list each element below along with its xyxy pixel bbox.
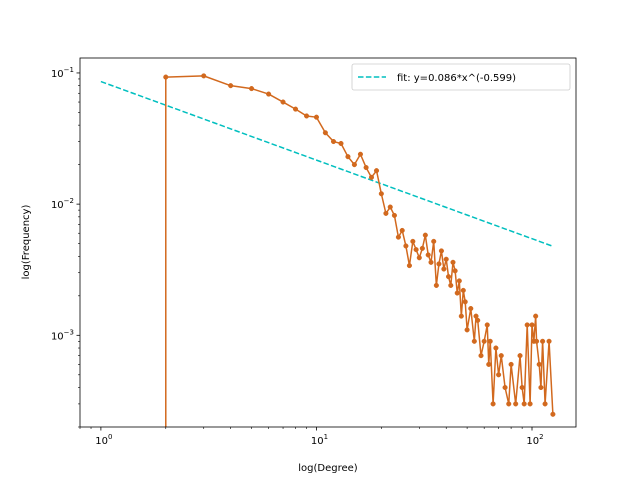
axes: 100 101 102 10−3 10−2 10−1 <box>51 66 544 447</box>
data-point <box>519 384 525 391</box>
data-point <box>471 338 477 344</box>
data-point <box>387 204 393 210</box>
data-point <box>249 86 255 92</box>
data-point <box>521 401 527 407</box>
data-point <box>546 338 552 344</box>
x-tick-label: 100 <box>95 433 112 447</box>
data-point <box>540 338 546 344</box>
data-point <box>413 247 419 253</box>
y-axis-label: log(Frequency) <box>21 205 32 280</box>
data-point <box>419 245 425 251</box>
data-point <box>438 248 444 254</box>
plot-area <box>100 73 556 427</box>
data-point <box>368 174 375 180</box>
data-point <box>458 313 464 319</box>
data-point <box>406 263 412 269</box>
data-point <box>201 73 207 79</box>
y-tick-label: 10−2 <box>51 197 74 211</box>
data-point <box>363 165 369 171</box>
data-point <box>487 338 493 344</box>
data-point <box>436 261 442 267</box>
data-point <box>534 338 540 344</box>
data-point <box>228 83 234 89</box>
series-markers <box>163 73 556 417</box>
data-point <box>293 106 299 112</box>
data-point <box>425 252 431 258</box>
data-point <box>433 282 439 288</box>
data-point <box>513 401 519 407</box>
data-point <box>517 353 523 359</box>
data-point <box>163 74 169 80</box>
y-tick-label: 10−3 <box>51 328 74 342</box>
legend: fit: y=0.086*x^(-0.599) <box>351 63 571 91</box>
data-point <box>473 313 479 319</box>
data-point <box>464 327 470 333</box>
data-point <box>502 384 508 391</box>
data-point <box>456 278 462 284</box>
data-point <box>266 91 272 97</box>
data-point <box>322 130 328 136</box>
data-point <box>452 268 458 274</box>
data-point <box>304 113 310 119</box>
data-point <box>403 243 409 249</box>
legend-fit-label: fit: y=0.086*x^(-0.599) <box>397 73 516 84</box>
data-point <box>422 232 428 238</box>
x-axis-label: log(Degree) <box>298 463 358 474</box>
data-point <box>462 299 468 305</box>
data-point <box>373 168 380 174</box>
data-point <box>506 401 512 407</box>
x-tick-label: 101 <box>311 433 328 447</box>
data-point <box>536 361 542 367</box>
data-point <box>496 372 502 378</box>
data-point <box>280 99 286 105</box>
data-point <box>468 305 474 312</box>
data-point <box>338 140 344 147</box>
data-point <box>524 322 530 328</box>
data-point <box>395 234 401 240</box>
data-point <box>538 384 544 391</box>
data-point <box>493 345 499 351</box>
data-point <box>351 162 357 168</box>
data-point <box>383 210 389 216</box>
data-point <box>484 322 490 328</box>
data-point <box>330 138 337 145</box>
data-point <box>454 290 460 296</box>
data-point <box>441 266 447 272</box>
data-point <box>428 259 434 265</box>
data-point <box>357 151 363 157</box>
axes-frame <box>79 57 577 428</box>
data-point <box>490 401 496 407</box>
x-axis-ticks: 100 101 102 <box>79 427 544 447</box>
data-point <box>431 238 437 244</box>
data-point <box>486 361 492 367</box>
data-point <box>529 322 535 328</box>
data-point <box>445 274 452 280</box>
data-point <box>460 287 466 293</box>
data-point <box>313 114 319 120</box>
data-point <box>450 259 456 265</box>
data-point <box>533 313 539 319</box>
fit-line <box>100 80 554 248</box>
data-point <box>443 256 449 262</box>
data-point <box>345 154 351 160</box>
data-point <box>498 353 504 359</box>
data-point <box>410 238 416 244</box>
data-point <box>542 401 548 407</box>
data-point <box>399 227 405 234</box>
data-point <box>550 411 556 417</box>
x-tick-label: 102 <box>526 433 543 447</box>
data-point <box>416 255 422 261</box>
data-point <box>478 353 484 359</box>
data-point <box>527 401 533 407</box>
data-point <box>475 317 481 323</box>
y-tick-label: 10−1 <box>51 66 74 80</box>
legend-box <box>351 63 571 91</box>
data-point <box>378 191 384 197</box>
data-point <box>448 282 454 288</box>
data-point <box>481 338 487 344</box>
data-point <box>391 212 397 218</box>
data-point <box>508 361 514 367</box>
